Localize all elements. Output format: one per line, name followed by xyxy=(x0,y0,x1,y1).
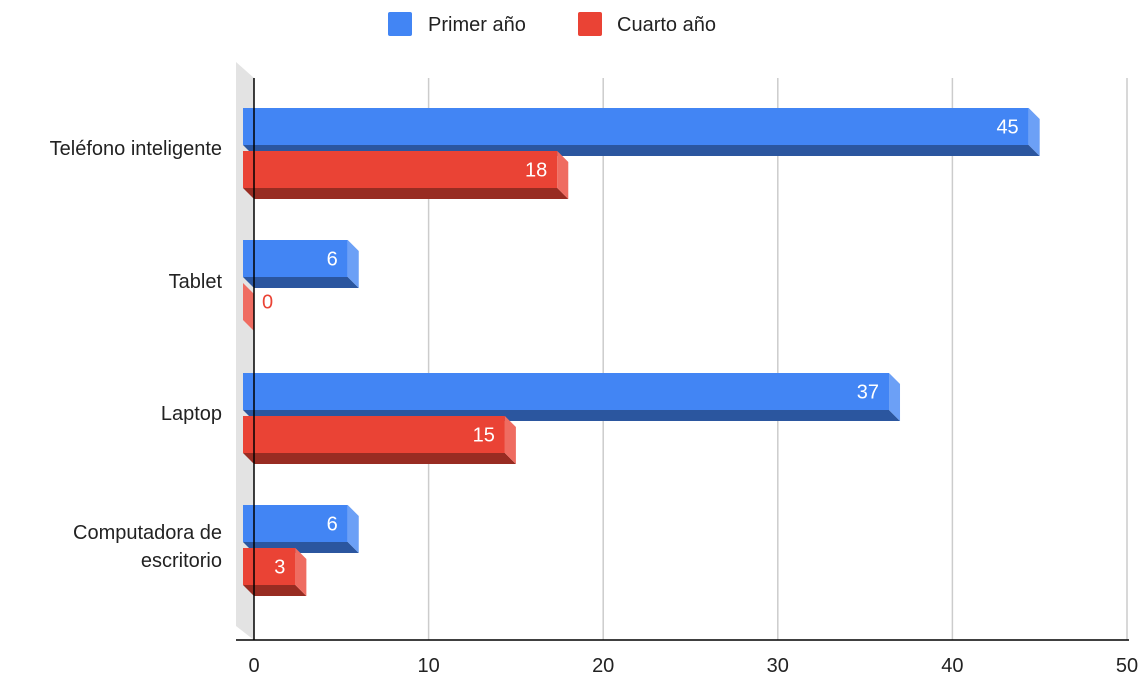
plot-area xyxy=(236,62,254,640)
data-label: 0 xyxy=(262,292,273,314)
bar-2-4: 3 xyxy=(243,548,307,596)
data-label: 15 xyxy=(473,425,495,447)
x-tick-label-40: 40 xyxy=(941,655,963,677)
bar-end-face xyxy=(557,151,569,199)
legend-swatch-1 xyxy=(388,12,412,36)
data-label: 18 xyxy=(525,160,547,182)
legend-label-1: Primer año xyxy=(428,14,526,36)
bar-end-face xyxy=(295,548,307,596)
bar-end-face xyxy=(347,505,359,553)
bar-end-face xyxy=(1028,108,1040,156)
category-label-3: Laptop xyxy=(161,403,222,425)
bar-end-face xyxy=(347,240,359,288)
category-labels: Teléfono inteligente Tablet Laptop Computad… xyxy=(50,138,223,572)
data-label: 3 xyxy=(274,557,285,579)
x-tick-label-10: 10 xyxy=(417,655,439,677)
data-label: 6 xyxy=(327,249,338,271)
category-label-1: Teléfono inteligente xyxy=(50,138,222,160)
x-tick-label-0: 0 xyxy=(248,655,259,677)
category-label-4: Computadora de escritorio xyxy=(73,522,222,572)
x-tick-labels: 0 10 20 30 40 50 xyxy=(248,655,1138,677)
side-wall xyxy=(236,62,254,640)
bar-1-2: 6 xyxy=(243,240,359,288)
bar-bottom-face xyxy=(243,277,359,288)
legend-label-2: Cuarto año xyxy=(617,14,716,36)
bar-1-4: 6 xyxy=(243,505,359,553)
bar-front-face xyxy=(243,151,558,188)
data-label: 6 xyxy=(327,514,338,536)
x-tick-label-50: 50 xyxy=(1116,655,1138,677)
bar-2-3: 15 xyxy=(243,416,516,464)
x-tick-label-20: 20 xyxy=(592,655,614,677)
data-label: 37 xyxy=(857,382,879,404)
bar-front-face xyxy=(243,108,1029,145)
bar-end-face xyxy=(889,373,901,421)
bar-front-face xyxy=(243,505,348,542)
category-label-2: Tablet xyxy=(169,271,223,293)
legend-swatch-2 xyxy=(578,12,602,36)
bar-front-face xyxy=(243,373,890,410)
bar-2-2: 0 xyxy=(243,283,273,331)
bar-bottom-face xyxy=(243,453,516,464)
bars: 45 18 6 0 37 15 6 3 xyxy=(243,108,1040,596)
axes xyxy=(236,78,1129,641)
bar-end-face xyxy=(504,416,516,464)
bar-front-face xyxy=(243,548,296,585)
bar-front-face xyxy=(243,416,505,453)
bar-bottom-face xyxy=(243,188,569,199)
x-tick-label-30: 30 xyxy=(767,655,789,677)
bar-bottom-face xyxy=(243,585,307,596)
gridlines xyxy=(427,78,1128,640)
bar-1-3: 37 xyxy=(243,373,901,421)
bar-2-1: 18 xyxy=(243,151,569,199)
bar-end-face xyxy=(243,283,254,331)
legend: Primer año Cuarto año xyxy=(388,12,716,36)
data-label: 45 xyxy=(996,117,1018,139)
bar-1-1: 45 xyxy=(243,108,1040,156)
bar-front-face xyxy=(243,240,348,277)
